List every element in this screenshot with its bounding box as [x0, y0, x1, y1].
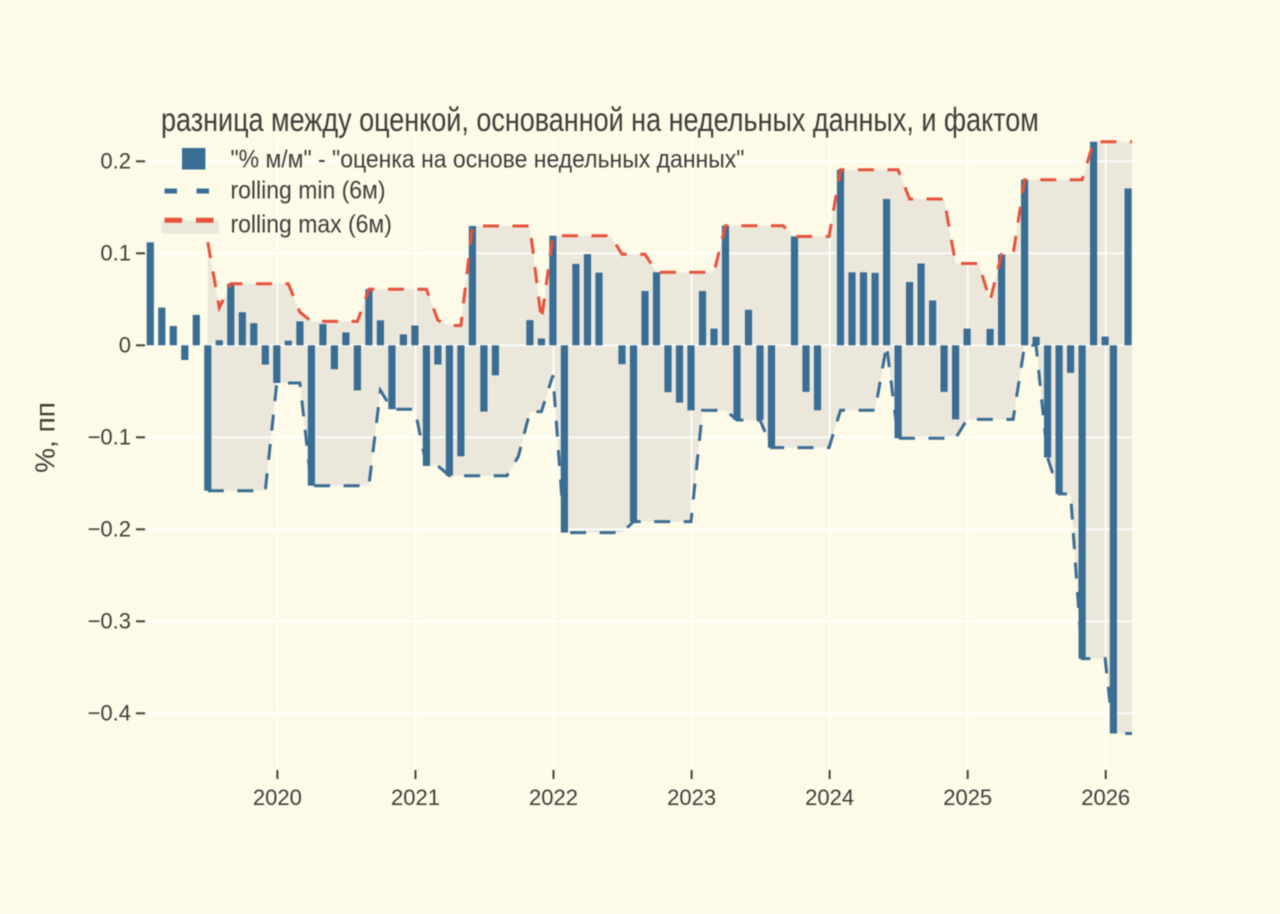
- svg-text:"% м/м" - "оценка на основе не: "% м/м" - "оценка на основе недельных да…: [231, 146, 745, 174]
- svg-text:2023: 2023: [667, 785, 716, 810]
- svg-text:2022: 2022: [529, 785, 578, 810]
- svg-text:2021: 2021: [391, 785, 440, 810]
- svg-text:0.2: 0.2: [100, 148, 131, 173]
- svg-text:2024: 2024: [805, 785, 854, 810]
- svg-text:rolling max (6м): rolling max (6м): [231, 211, 392, 239]
- svg-text:−0.3: −0.3: [88, 608, 131, 633]
- svg-text:−0.2: −0.2: [88, 516, 131, 541]
- svg-text:2026: 2026: [1081, 785, 1130, 810]
- svg-text:−0.4: −0.4: [88, 700, 131, 725]
- svg-text:0.1: 0.1: [100, 240, 131, 265]
- svg-text:rolling min (6м): rolling min (6м): [231, 177, 386, 205]
- svg-text:−0.1: −0.1: [88, 424, 131, 449]
- svg-text:0: 0: [119, 332, 131, 357]
- svg-text:2025: 2025: [943, 785, 992, 810]
- svg-text:%, пп: %, пп: [30, 402, 61, 473]
- svg-text:2020: 2020: [253, 785, 302, 810]
- svg-text:разница между оценкой, основан: разница между оценкой, основанной на нед…: [161, 101, 1039, 139]
